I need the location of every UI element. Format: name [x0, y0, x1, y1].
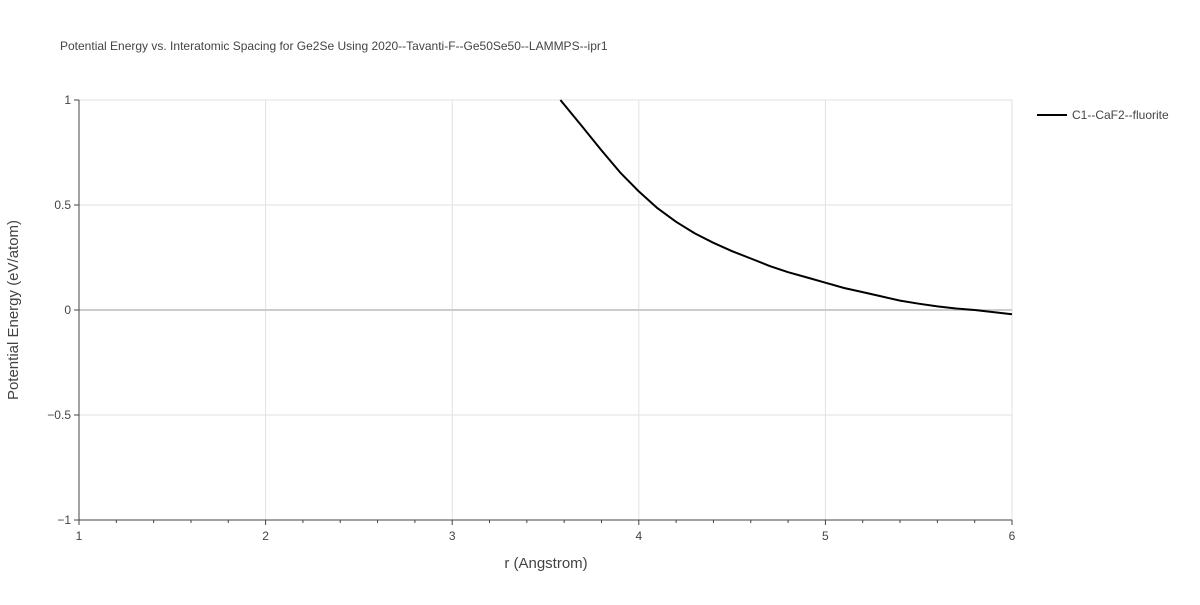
x-tick-label: 5	[822, 529, 829, 543]
grid	[79, 99, 1013, 520]
plot-area	[559, 99, 1013, 316]
x-tick-label: 6	[1009, 529, 1016, 543]
y-tick-label: −1	[57, 513, 71, 527]
y-tick-label: 1	[64, 93, 71, 107]
y-tick-label: 0.5	[54, 198, 71, 212]
x-tick-label: 3	[449, 529, 456, 543]
x-tick-label: 1	[76, 529, 83, 543]
y-axis-label: Potential Energy (eV/atom)	[5, 220, 22, 400]
chart-title: Potential Energy vs. Interatomic Spacing…	[60, 39, 608, 53]
axes: 1 2 3 4 5 6 −1 −0.5 0 0.5 1	[47, 93, 1015, 543]
y-tick-label: −0.5	[47, 408, 71, 422]
legend[interactable]: C1--CaF2--fluorite	[1037, 108, 1169, 122]
legend-label[interactable]: C1--CaF2--fluorite	[1072, 108, 1169, 122]
y-tick-label: 0	[64, 303, 71, 317]
x-tick-label: 2	[262, 529, 269, 543]
x-axis-label: r (Angstrom)	[504, 555, 587, 572]
x-tick-label: 4	[635, 529, 642, 543]
series-line	[559, 99, 1013, 316]
